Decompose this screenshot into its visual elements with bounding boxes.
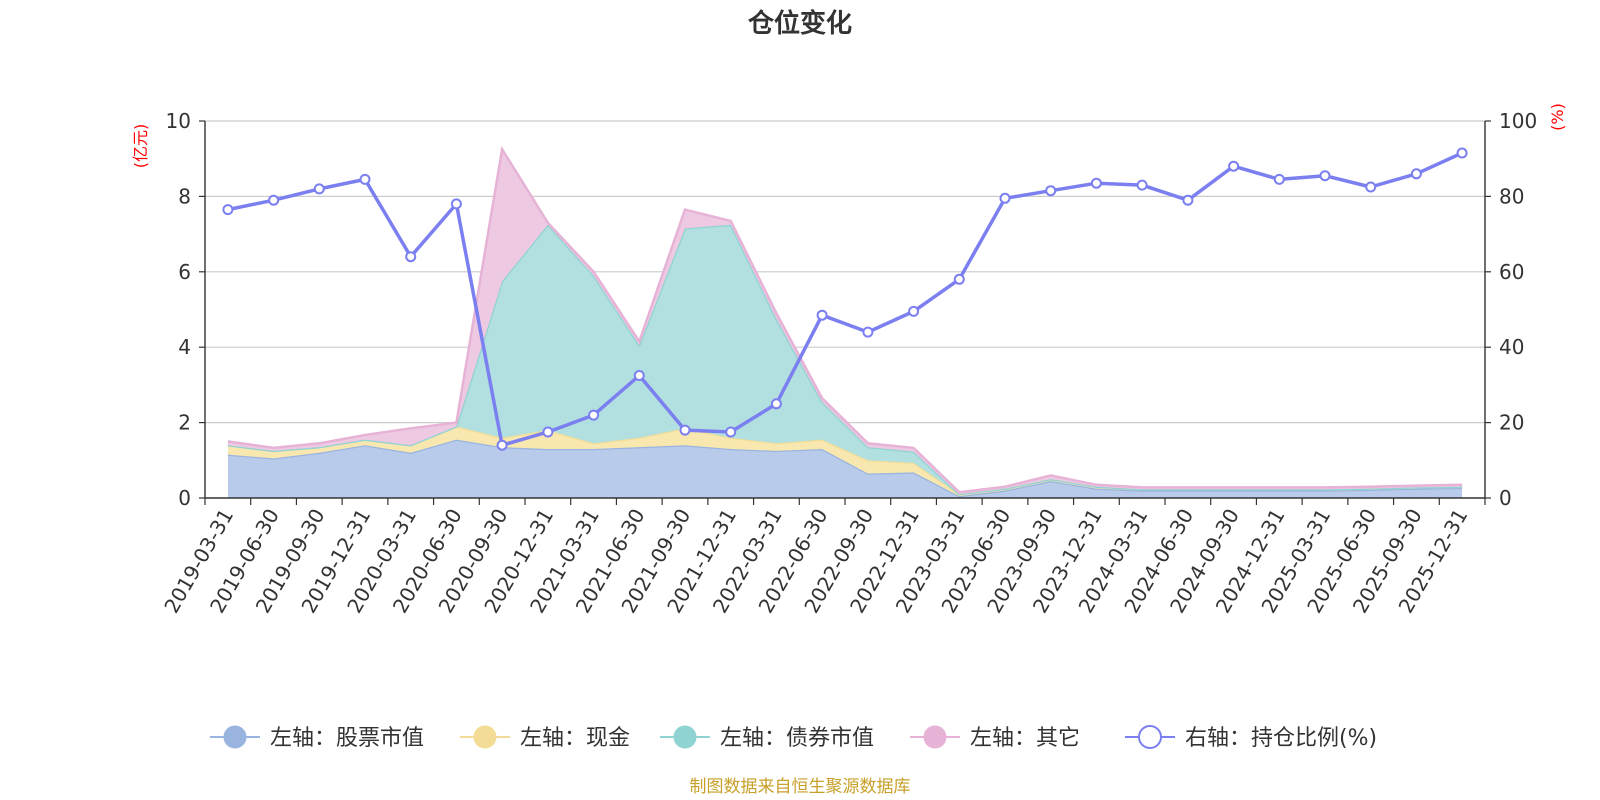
ratio-point [1136,179,1148,191]
legend-label-4: 右轴：持仓比例(%) [1185,726,1377,751]
chart-title: 仓位变化 [747,8,852,39]
right-tick-label: 20 [1499,411,1524,435]
ratio-point [1273,173,1285,185]
left-tick-label: 0 [178,486,191,510]
left-tick-label: 2 [178,411,191,435]
legend-marker-4 [1138,725,1162,749]
grid [205,120,1485,424]
ratio-point [1182,194,1194,206]
ratio-point [1090,177,1102,189]
area-edge-3 [227,145,1463,494]
left-tick-label: 4 [178,335,191,359]
legend: 左轴：股票市值 左轴：现金 左轴：债券市值 左轴：其它 右轴：持仓比例(%) [210,725,1377,751]
ratio-point [1365,181,1377,193]
ratio-point [222,204,234,216]
right-tick-label: 40 [1499,335,1524,359]
position-ratio-line [222,147,1468,451]
legend-marker-3 [923,725,947,749]
ratio-point [588,409,600,421]
left-tick-label: 10 [166,109,191,133]
right-axis-unit: (%) [1548,103,1567,131]
legend-label-1: 左轴：现金 [520,726,630,751]
ratio-point [999,192,1011,204]
ratio-point [770,398,782,410]
legend-marker-0 [223,725,247,749]
left-tick-label: 8 [178,184,191,208]
legend-marker-2 [673,725,697,749]
ratio-point [268,194,280,206]
ratio-point [450,198,462,210]
legend-marker-1 [473,725,497,749]
ratio-line [227,151,1463,447]
ratio-point [862,326,874,338]
ratio-point [633,370,645,381]
ratio-point [1045,185,1057,197]
ratio-point [816,309,828,321]
axes: 02468100204060801002019-03-312019-06-302… [159,109,1537,617]
ratio-point [405,251,417,263]
ratio-point [496,439,508,451]
legend-label-0: 左轴：股票市值 [270,726,424,751]
area-2 [227,224,1463,495]
ratio-point [542,426,554,438]
ratio-point [1319,170,1331,182]
legend-label-3: 左轴：其它 [970,726,1080,751]
right-tick-label: 60 [1499,260,1524,284]
stacked-areas [227,145,1463,498]
right-tick-label: 0 [1499,486,1512,510]
legend-label-2: 左轴：债券市值 [720,726,874,751]
ratio-point [1456,147,1468,159]
data-source-note: 制图数据来自恒生聚源数据库 [690,777,911,797]
ratio-point [1410,168,1422,180]
ratio-point [908,305,920,317]
area-0 [227,439,1463,498]
ratio-point [953,273,965,285]
ratio-point [1228,160,1240,172]
ratio-point [359,173,371,185]
right-tick-label: 80 [1499,184,1524,208]
area-1 [227,426,1463,497]
left-axis-unit: (亿元) [131,124,150,169]
ratio-point [725,426,737,438]
left-tick-label: 6 [178,260,191,284]
ratio-point [313,183,325,195]
area-3 [227,149,1463,495]
ratio-point [679,424,691,436]
right-tick-label: 100 [1499,109,1537,133]
